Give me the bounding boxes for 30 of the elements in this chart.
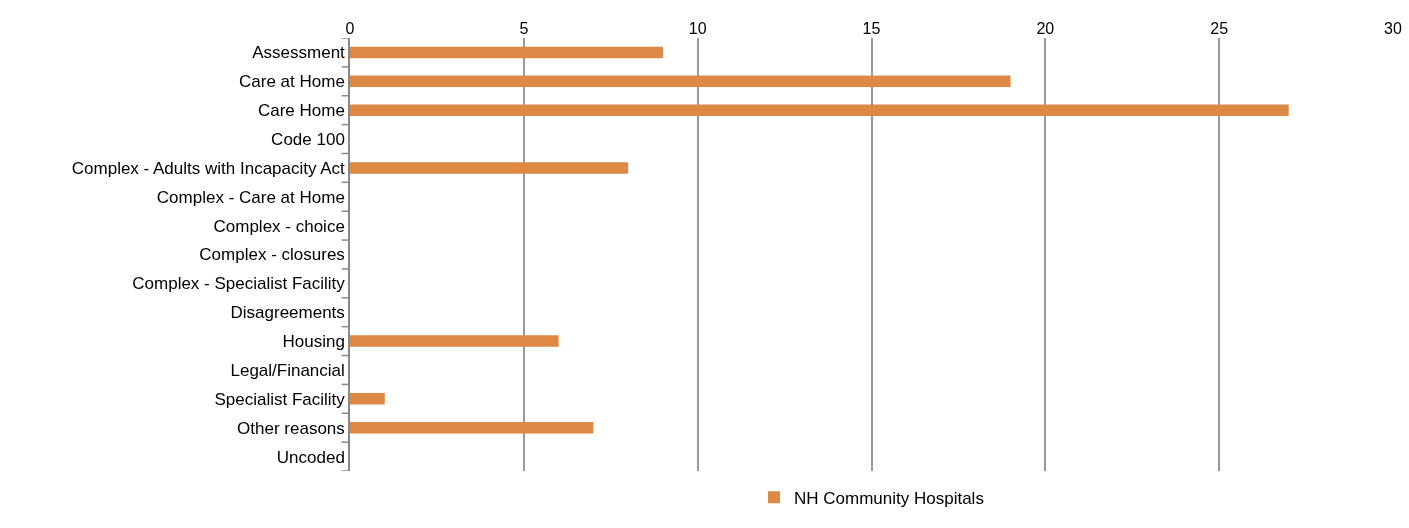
x-tick-label: 20 [1036, 19, 1055, 37]
y-tick-label: Other reasons [237, 418, 345, 438]
x-tick-label: 30 [1384, 19, 1402, 37]
legend-label: NH Community Hospitals [794, 488, 984, 508]
y-tick-label: Disagreements [230, 303, 345, 323]
bar [350, 393, 385, 405]
y-tick-label: Complex - Specialist Facility [132, 274, 346, 294]
x-tick-label: 5 [519, 19, 529, 37]
bar [350, 46, 663, 59]
y-tick-label: Complex - closures [199, 245, 345, 265]
bar [350, 75, 1011, 88]
x-tick-label: 25 [1210, 19, 1229, 37]
x-tick-label: 0 [345, 19, 355, 37]
bar [350, 335, 559, 347]
y-tick-label: Code 100 [271, 129, 345, 149]
y-tick-label: Housing [282, 332, 345, 352]
y-tick-label: Complex - Care at Home [156, 187, 345, 207]
y-tick-label: Complex - Adults with Incapacity Act [71, 158, 346, 178]
y-tick-label: Care at Home [239, 72, 345, 92]
bar [350, 104, 1289, 116]
bar [350, 421, 594, 434]
y-tick-label: Care Home [257, 101, 345, 121]
x-tick-label: 15 [862, 19, 881, 37]
y-tick-label: Complex - choice [213, 216, 345, 236]
y-tick-label: Legal/Financial [230, 360, 345, 380]
x-tick-label: 10 [688, 19, 707, 37]
y-tick-label: Assessment [252, 43, 346, 63]
y-tick-label: Uncoded [276, 447, 345, 467]
bar [350, 162, 629, 174]
y-tick-label: Specialist Facility [214, 389, 346, 409]
